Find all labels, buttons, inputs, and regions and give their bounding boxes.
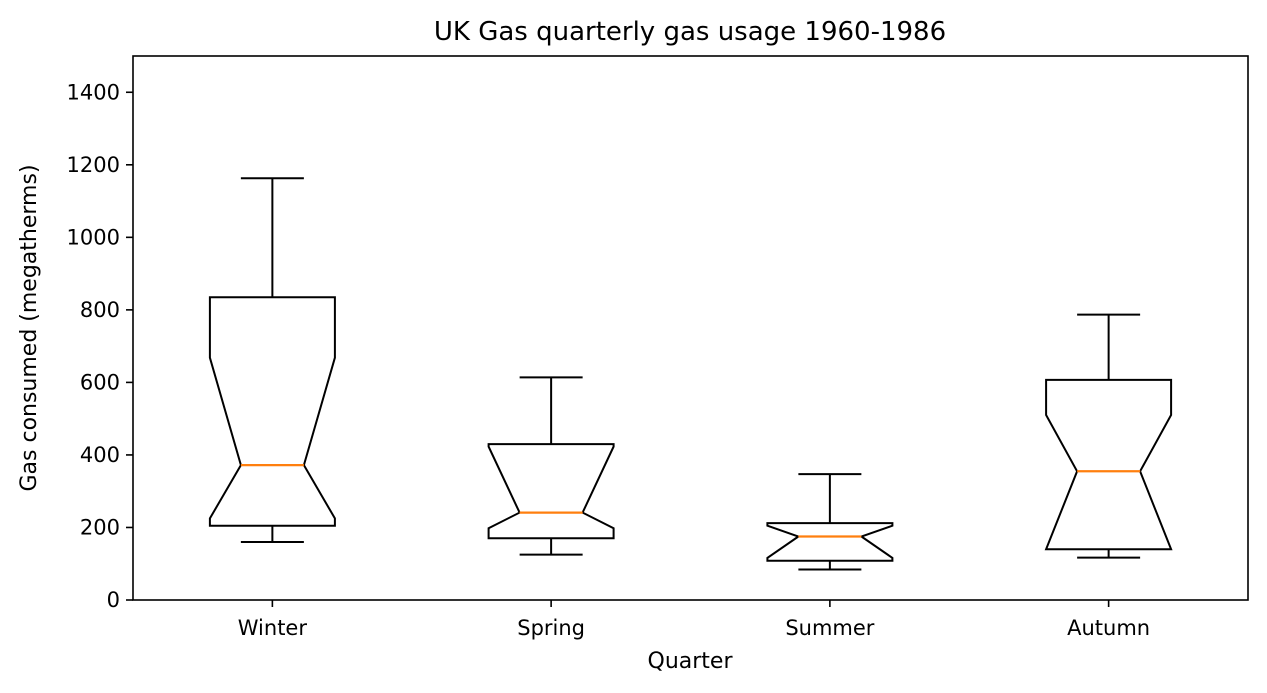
notched-box	[766, 522, 894, 562]
x-tick-label: Spring	[517, 616, 585, 640]
y-tick-label: 400	[80, 443, 120, 467]
plot-area	[132, 55, 1249, 601]
y-tick-label: 1000	[67, 225, 120, 249]
box-spring	[487, 376, 615, 556]
y-tick-label: 600	[80, 370, 120, 394]
x-axis: Winter Spring Summer Autumn	[238, 600, 1150, 640]
x-tick-label: Autumn	[1067, 616, 1150, 640]
chart-title: UK Gas quarterly gas usage 1960-1986	[434, 17, 946, 47]
notched-box	[487, 443, 615, 540]
box-winter	[208, 177, 336, 543]
x-tick-label: Summer	[785, 616, 874, 640]
y-tick-label: 200	[80, 515, 120, 539]
y-tick-label: 0	[107, 588, 120, 612]
notched-box	[1044, 378, 1173, 551]
x-axis-label: Quarter	[648, 649, 734, 674]
y-axis-label: Gas consumed (megatherms)	[17, 164, 42, 491]
box-summer	[766, 473, 894, 571]
y-tick-label: 1200	[67, 153, 120, 177]
y-tick-label: 800	[80, 298, 120, 322]
notched-box	[208, 296, 336, 527]
box-autumn	[1044, 313, 1173, 559]
y-tick-label: 1400	[67, 80, 120, 104]
y-axis: 0 200 400 600 800 1000 1200 1400	[67, 80, 133, 612]
x-tick-label: Winter	[238, 616, 308, 640]
box-series	[208, 177, 1173, 571]
